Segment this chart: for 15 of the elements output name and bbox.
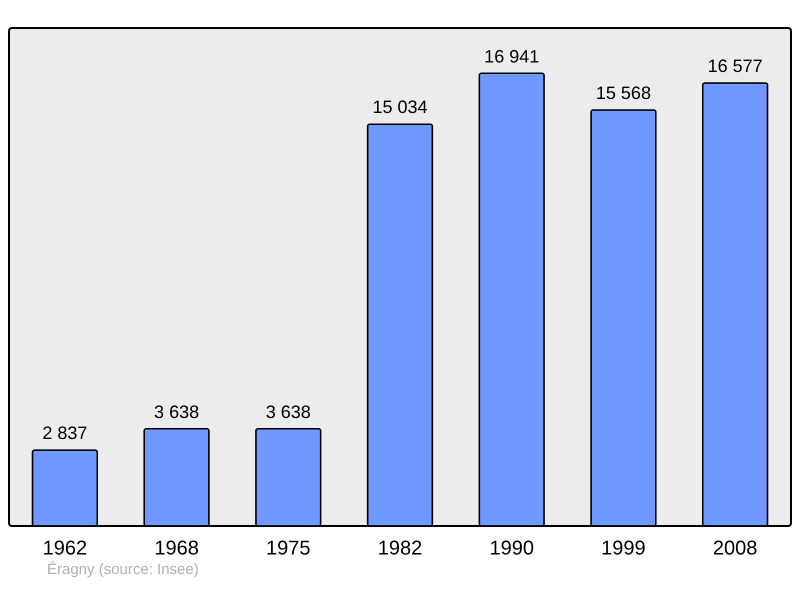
data-label: 15 034 <box>372 97 428 118</box>
x-tick-label: 1962 <box>42 538 88 560</box>
data-label: 16 941 <box>484 46 540 66</box>
x-tick-label: 2008 <box>712 538 758 560</box>
x-tick-label: 1999 <box>601 538 646 560</box>
x-tick-label: 1968 <box>154 538 199 560</box>
data-label: 16 577 <box>708 56 763 76</box>
x-tick-label: 1990 <box>489 538 534 560</box>
data-label: 3 638 <box>154 402 200 422</box>
data-label: 3 638 <box>266 402 311 422</box>
data-label: 15 568 <box>596 82 651 103</box>
text: Éragny (source: Insee) <box>47 560 199 578</box>
x-tick-label: 1982 <box>378 538 422 560</box>
data-label: 2 837 <box>42 423 88 444</box>
x-tick-label: 1975 <box>266 538 311 560</box>
